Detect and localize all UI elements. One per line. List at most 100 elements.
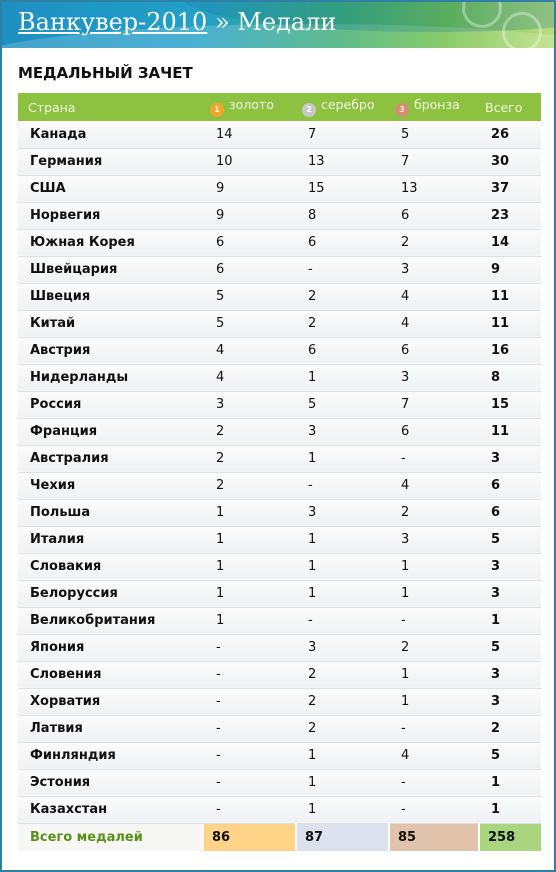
total-count-cell: 1: [479, 796, 541, 824]
country-cell: Канада: [18, 121, 204, 149]
total-count-cell: 2: [479, 715, 541, 743]
total-count-cell: 1: [479, 607, 541, 635]
table-row: Финляндия -1 4 5: [18, 742, 541, 770]
table-row: Латвия -2-2: [18, 715, 541, 743]
total-count-cell: 9: [479, 256, 541, 284]
country-cell: США: [18, 175, 204, 203]
silver-count-cell: -: [296, 607, 389, 635]
country-cell: Эстония: [18, 769, 204, 797]
table-row: Южная Корея 6 6 2 14: [18, 229, 541, 257]
country-cell: Норвегия: [18, 202, 204, 230]
medal-table-body: Канада 14 7 5 26 Германия 10 13 7 30 США 9 15 13 37 Нор…: [18, 121, 541, 824]
table-row: Хорватия -2 1 3: [18, 688, 541, 716]
table-row: Франция 2 3 6 11: [18, 418, 541, 446]
total-count-cell: 3: [479, 688, 541, 716]
bronze-count-cell: -: [389, 445, 479, 473]
header-banner: Ванкувер-2010 » Медали: [2, 2, 554, 48]
country-cell: Франция: [18, 418, 204, 446]
table-row: Австрия 4 6 6 16: [18, 337, 541, 365]
gold-count-cell: -: [204, 742, 296, 770]
totals-row: Всего медалей 86 87 85 258: [18, 823, 541, 851]
column-header-total: Всего: [479, 93, 541, 121]
country-cell: Австралия: [18, 445, 204, 473]
bronze-medal-icon: 3: [395, 103, 409, 117]
silver-count-cell: 2: [296, 310, 389, 338]
silver-count-cell: 2: [296, 688, 389, 716]
total-count-cell: 5: [479, 526, 541, 554]
total-count-cell: 5: [479, 634, 541, 662]
gold-count-cell: 1: [204, 526, 296, 554]
total-count-cell: 6: [479, 472, 541, 500]
vancouver-2010-link[interactable]: Ванкувер-2010: [18, 8, 208, 36]
total-count-cell: 11: [479, 418, 541, 446]
totals-silver: 87: [295, 823, 389, 851]
country-cell: Латвия: [18, 715, 204, 743]
country-cell: Германия: [18, 148, 204, 176]
bronze-count-cell: 6: [389, 418, 479, 446]
gold-count-cell: -: [204, 634, 296, 662]
silver-count-cell: 1: [296, 445, 389, 473]
bronze-count-cell: 4: [389, 742, 479, 770]
country-cell: Швейцария: [18, 256, 204, 284]
table-row: Нидерланды 4 1 3 8: [18, 364, 541, 392]
bronze-count-cell: 1: [389, 661, 479, 689]
table-row: Канада 14 7 5 26: [18, 121, 541, 149]
silver-count-cell: 7: [296, 121, 389, 149]
table-row: Германия 10 13 7 30: [18, 148, 541, 176]
table-row: Китай 5 2 4 11: [18, 310, 541, 338]
totals-bronze: 85: [388, 823, 479, 851]
column-header-bronze: 3 бронза: [389, 93, 479, 121]
gold-count-cell: -: [204, 688, 296, 716]
bronze-count-cell: 7: [389, 391, 479, 419]
total-count-cell: 16: [479, 337, 541, 365]
country-cell: Казахстан: [18, 796, 204, 824]
table-header-row: Страна 1 золото 2 серебро 3 бронза Всего: [18, 93, 541, 121]
gold-count-cell: 10: [204, 148, 296, 176]
gold-count-cell: 4: [204, 364, 296, 392]
table-row: Словения -2 1 3: [18, 661, 541, 689]
country-cell: Чехия: [18, 472, 204, 500]
total-count-cell: 3: [479, 661, 541, 689]
silver-count-cell: 3: [296, 418, 389, 446]
country-cell: Словакия: [18, 553, 204, 581]
bronze-count-cell: 3: [389, 526, 479, 554]
column-header-gold-label: золото: [229, 97, 274, 112]
gold-count-cell: -: [204, 715, 296, 743]
page-title: Ванкувер-2010 » Медали: [18, 8, 336, 36]
silver-count-cell: 1: [296, 580, 389, 608]
table-row: Словакия 1 1 1 3: [18, 553, 541, 581]
bronze-count-cell: 2: [389, 634, 479, 662]
table-row: Италия 1 1 3 5: [18, 526, 541, 554]
total-count-cell: 14: [479, 229, 541, 257]
gold-count-cell: -: [204, 769, 296, 797]
column-header-silver: 2 серебро: [296, 93, 389, 121]
table-row: Япония -3 2 5: [18, 634, 541, 662]
gold-count-cell: 14: [204, 121, 296, 149]
silver-count-cell: -: [296, 256, 389, 284]
country-cell: Белоруссия: [18, 580, 204, 608]
silver-count-cell: 5: [296, 391, 389, 419]
bronze-count-cell: 2: [389, 229, 479, 257]
gold-count-cell: 5: [204, 283, 296, 311]
silver-count-cell: 1: [296, 364, 389, 392]
bronze-count-cell: 1: [389, 580, 479, 608]
table-row: Великобритания 1- -1: [18, 607, 541, 635]
gold-count-cell: 2: [204, 445, 296, 473]
country-cell: Польша: [18, 499, 204, 527]
gold-count-cell: 9: [204, 202, 296, 230]
breadcrumb-separator: »: [214, 8, 230, 36]
total-count-cell: 3: [479, 445, 541, 473]
silver-count-cell: 8: [296, 202, 389, 230]
total-count-cell: 5: [479, 742, 541, 770]
total-count-cell: 26: [479, 121, 541, 149]
breadcrumb-current: Медали: [237, 8, 337, 36]
bronze-count-cell: 5: [389, 121, 479, 149]
country-cell: Швеция: [18, 283, 204, 311]
total-count-cell: 3: [479, 580, 541, 608]
total-count-cell: 3: [479, 553, 541, 581]
bronze-count-cell: -: [389, 607, 479, 635]
gold-count-cell: 4: [204, 337, 296, 365]
column-header-gold: 1 золото: [204, 93, 296, 121]
gold-count-cell: 6: [204, 256, 296, 284]
